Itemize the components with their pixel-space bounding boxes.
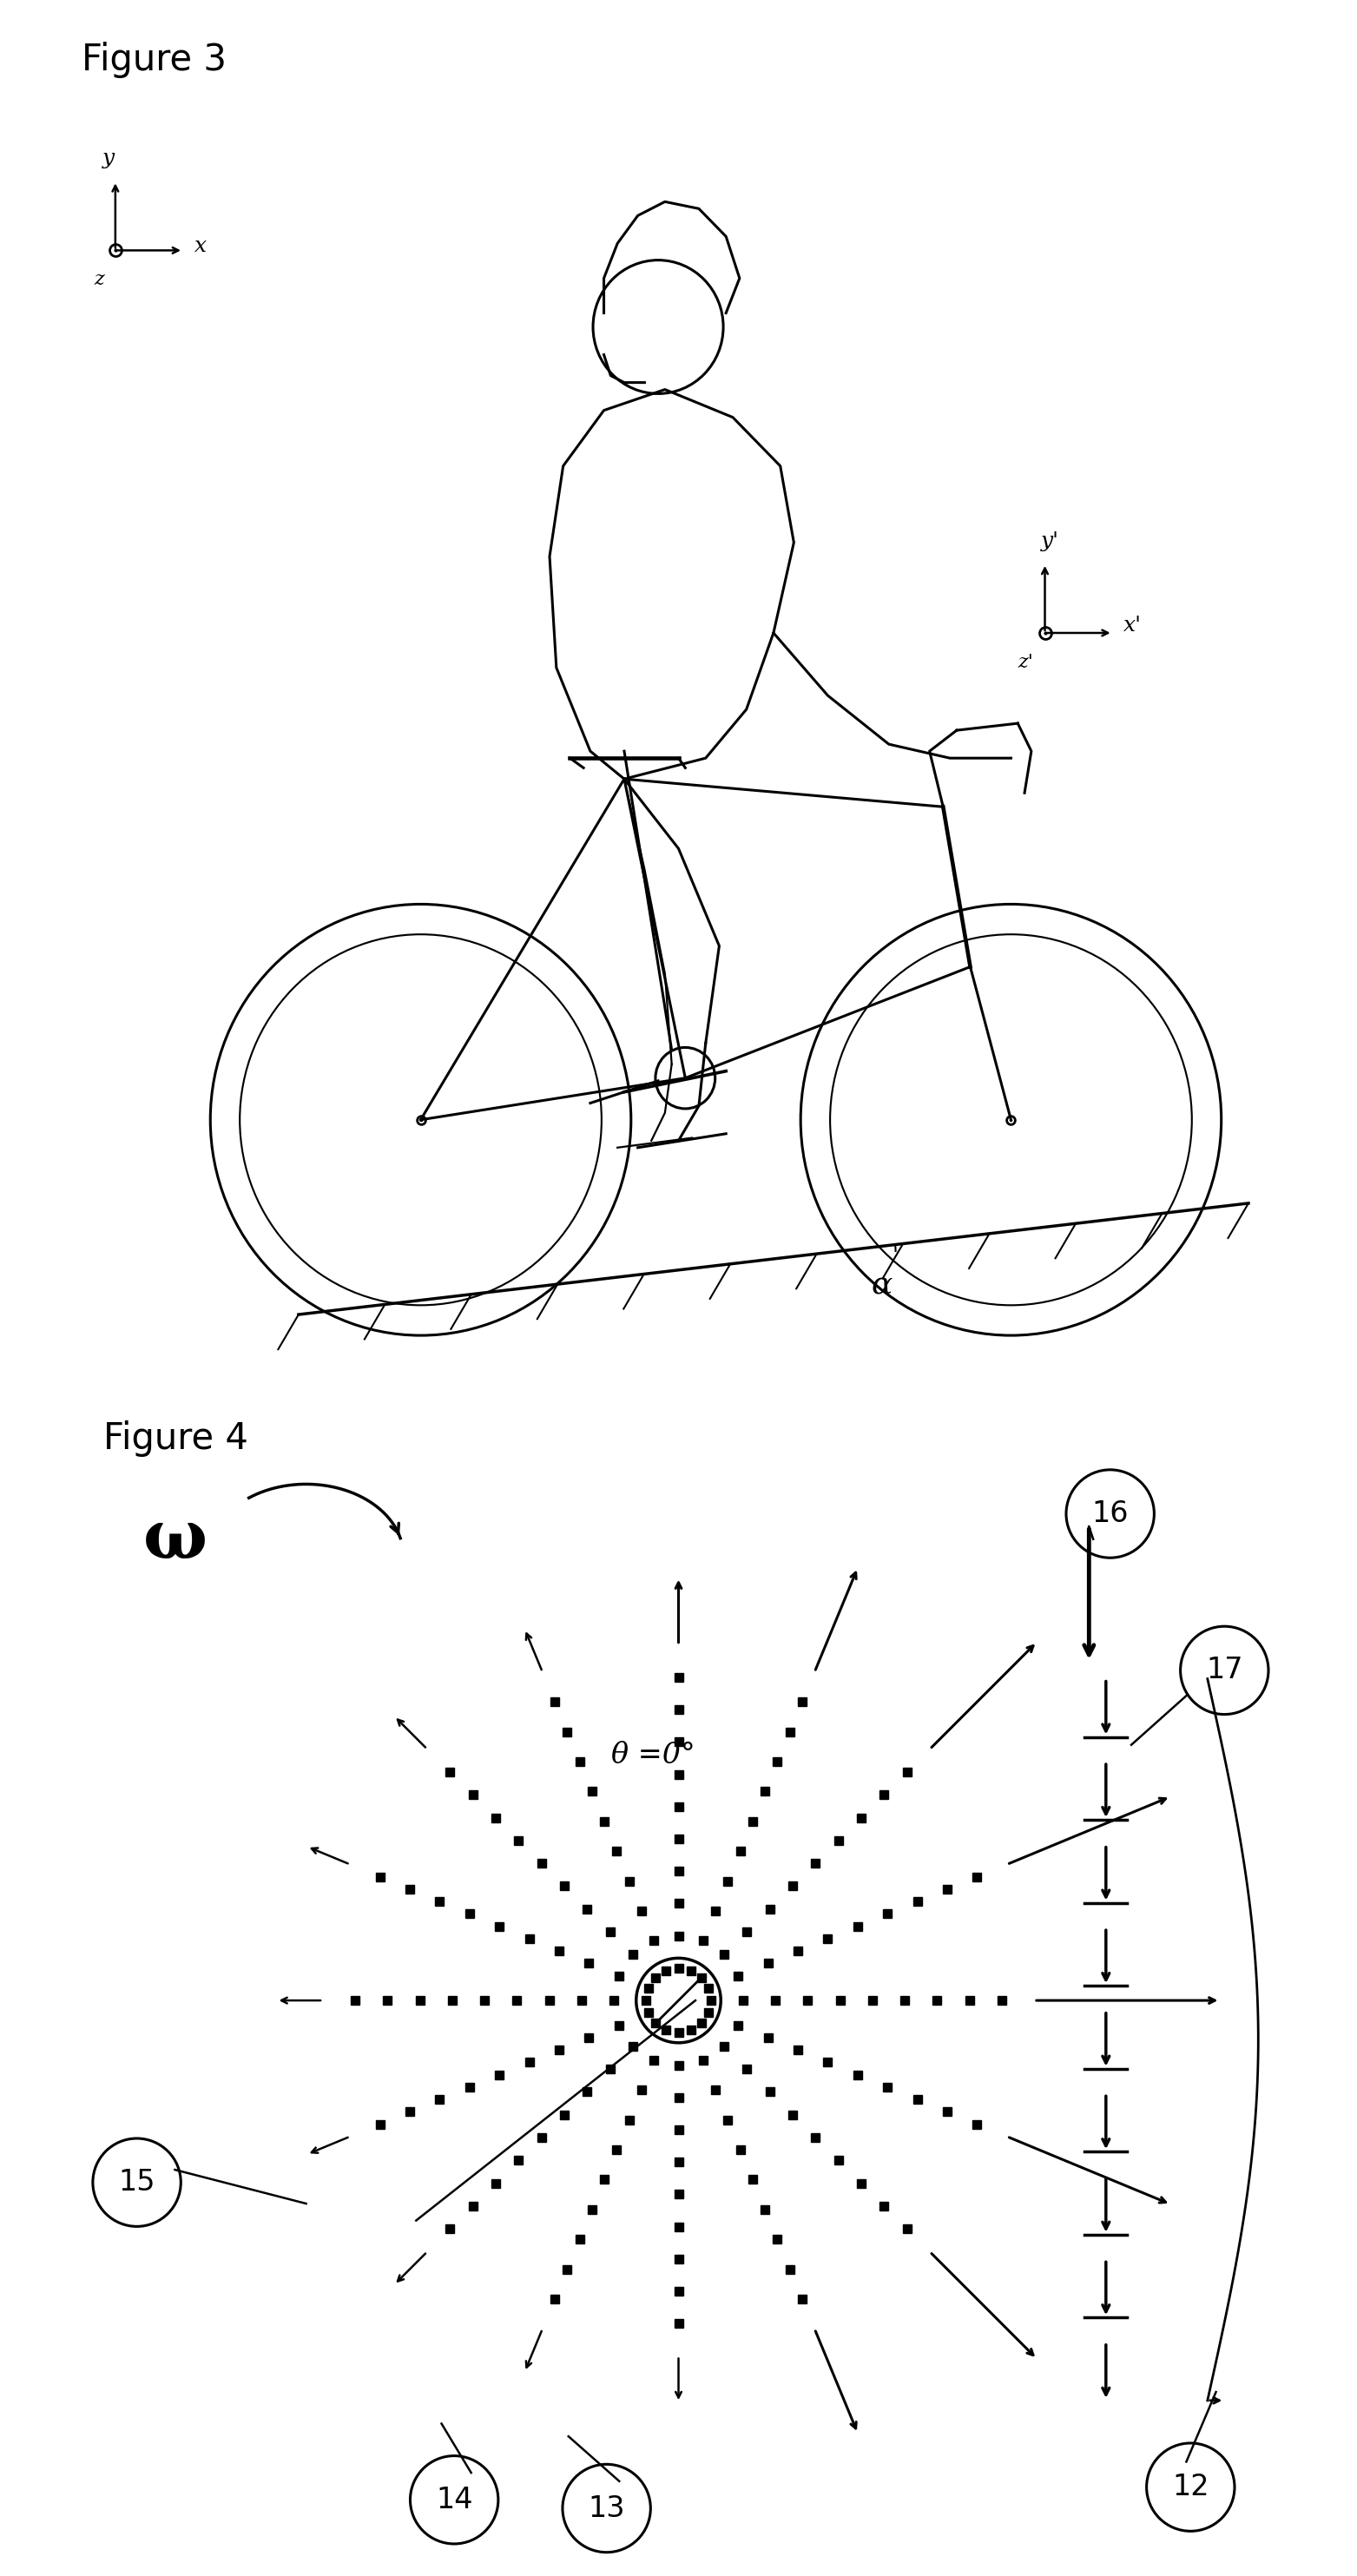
Text: Figure 3: Figure 3 [81,41,227,77]
Text: x': x' [1124,616,1141,636]
Text: z': z' [1018,652,1034,672]
Text: 17: 17 [1206,1656,1243,1685]
Text: 12: 12 [1172,2473,1209,2501]
Text: 13: 13 [588,2494,626,2522]
Text: 14: 14 [436,2486,472,2514]
Text: 16: 16 [1092,1499,1129,1528]
Text: z: z [94,270,104,289]
Text: Figure 4: Figure 4 [103,1419,248,1458]
Text: θ =0°: θ =0° [611,1741,695,1770]
Text: 15: 15 [118,2169,155,2197]
Text: y': y' [1041,531,1060,551]
Text: y: y [102,149,115,167]
Text: x: x [194,237,206,255]
Text: ω: ω [142,1507,208,1571]
Text: α: α [871,1270,893,1301]
